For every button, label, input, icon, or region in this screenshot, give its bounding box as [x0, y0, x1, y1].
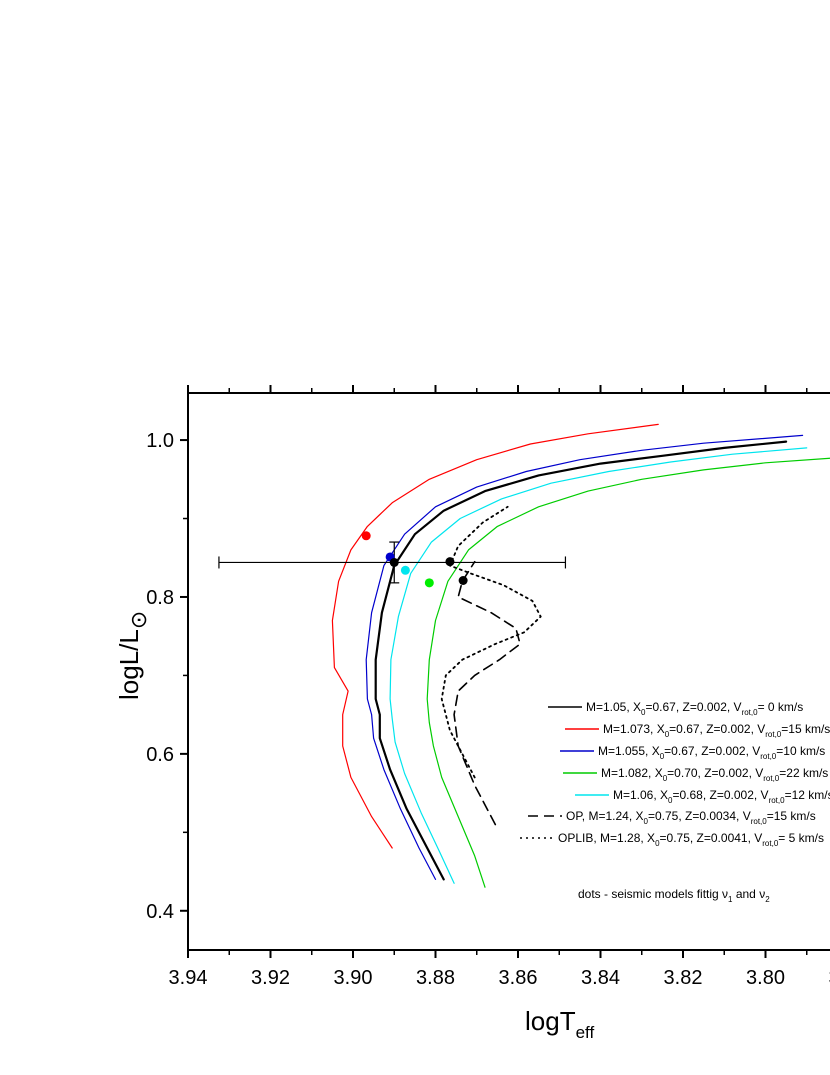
- seismic-model-dot-4: [400, 565, 410, 575]
- seismic-model-dot-7: [458, 575, 468, 585]
- x-axis-title: logTeff: [525, 1006, 594, 1042]
- y-tick-label: 0.6: [146, 744, 174, 766]
- legend-label-4: M=1.082, X0=0.70, Z=0.002, Vrot,0=22 km/…: [601, 766, 828, 783]
- seismic-model-dot-3: [389, 557, 399, 567]
- y-axis-title: logL/L⊙: [114, 611, 151, 700]
- legend-label-3: M=1.055, X0=0.67, Z=0.002, Vrot,0=10 km/…: [598, 744, 825, 761]
- series-line-5: [389, 447, 808, 884]
- seismic-model-dot-1: [361, 531, 371, 541]
- legend-label-2: M=1.073, X0=0.67, Z=0.002, Vrot,0=15 km/…: [603, 722, 830, 739]
- legend: M=1.05, X0=0.67, Z=0.002, Vrot,0= 0 km/s…: [520, 700, 830, 904]
- seismic-model-dot-6: [445, 557, 455, 567]
- legend-label-1: M=1.05, X0=0.67, Z=0.002, Vrot,0= 0 km/s: [586, 700, 803, 717]
- y-tick-label: 1.0: [146, 430, 174, 452]
- seismic-annotation: dots - seismic models fittig ν1 and ν2: [578, 887, 770, 904]
- series-line-3: [365, 434, 804, 881]
- x-tick-label: 3.92: [251, 967, 290, 989]
- legend-label-7: OPLIB, M=1.28, X0=0.75, Z=0.0041, Vrot,0…: [558, 831, 824, 848]
- y-tick-label: 0.8: [146, 587, 174, 609]
- seismic-model-dot-5: [424, 578, 434, 588]
- axis-ticks: 3.94 3.92 3.90 3.88 3.86 3.84 3.82 3.80 3.78 0.4 0…: [146, 385, 830, 989]
- x-tick-label: 3.78: [829, 967, 830, 989]
- x-tick-label: 3.86: [499, 967, 538, 989]
- x-tick-label: 3.84: [581, 967, 620, 989]
- legend-label-6: OP, M=1.24, X0=0.75, Z=0.0034, Vrot,0=15…: [566, 809, 816, 826]
- x-tick-label: 3.94: [169, 967, 208, 989]
- series-line-6: [453, 560, 521, 826]
- series-line-1: [374, 440, 788, 881]
- plot-area: [218, 423, 830, 888]
- series-line-7: [440, 505, 542, 779]
- series-line-2: [331, 423, 659, 849]
- y-tick-label: 0.4: [146, 901, 174, 923]
- x-tick-label: 3.80: [746, 967, 785, 989]
- x-tick-label: 3.88: [416, 967, 455, 989]
- x-tick-label: 3.90: [334, 967, 373, 989]
- axes: [187, 392, 830, 951]
- x-tick-label: 3.82: [664, 967, 703, 989]
- series-line-4: [426, 457, 830, 888]
- legend-label-5: M=1.06, X0=0.68, Z=0.002, Vrot,0=12 km/s: [613, 788, 830, 805]
